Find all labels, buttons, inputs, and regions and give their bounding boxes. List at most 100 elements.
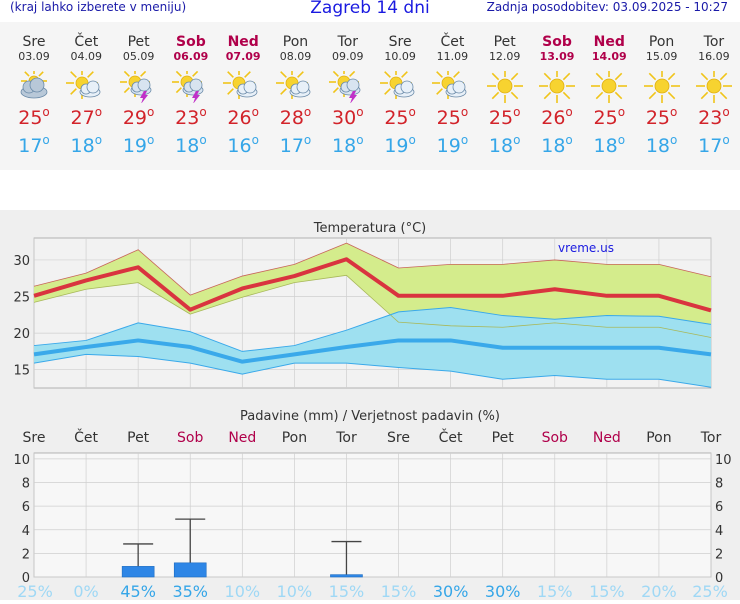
min-temp-line [33, 338, 712, 364]
day-name: Sob [176, 34, 206, 50]
page-title: Zagreb 14 dni [310, 0, 430, 18]
forecast-day: Sre 03.09 25o 17o [8, 22, 60, 157]
y-tick-label-right: 6 [715, 500, 723, 515]
day-date: 14.09 [591, 50, 627, 63]
precip-probability: 30% [485, 582, 521, 600]
day-date: 16.09 [698, 50, 730, 63]
max-temp: 25o [384, 105, 416, 129]
day-date: 10.09 [384, 50, 416, 63]
day-name: Pet [127, 34, 150, 50]
x-tick-label: Sre [23, 430, 46, 446]
forecast-day: Tor 09.09 30o 18o [322, 22, 374, 157]
precip-probability: 15% [537, 582, 573, 600]
day-name: Čet [440, 34, 465, 50]
precip-probability: 10% [225, 582, 261, 600]
day-name: Ned [593, 34, 625, 50]
x-tick-label: Ned [228, 430, 256, 446]
max-temp: 25o [436, 105, 469, 129]
max-band-edge [33, 274, 712, 338]
precip-probability: 10% [277, 582, 313, 600]
min-temp: 17o [698, 133, 730, 157]
forecast-day: Čet 11.09 25o 19o [426, 22, 478, 157]
x-tick-label: Ned [593, 430, 621, 446]
max-temp: 27o [70, 105, 103, 129]
precip-probability: 0% [73, 582, 98, 600]
max-temp: 25o [488, 105, 521, 129]
day-date: 03.09 [18, 50, 50, 63]
day-date: 13.09 [539, 50, 575, 63]
day-name: Sre [388, 34, 412, 50]
min-temp: 18o [645, 133, 678, 157]
forecast-day: Pon 15.09 25o 18o [636, 22, 688, 157]
y-tick-label: 4 [22, 524, 30, 539]
day-date: 11.09 [436, 50, 469, 63]
max-temp: 25o [645, 105, 678, 129]
forecast-day: Ned 07.09 26o 16o [217, 22, 269, 157]
day-name: Tor [703, 34, 725, 50]
day-date: 09.09 [332, 50, 364, 63]
precip-chart-title: Padavine (mm) / Verjetnost padavin (%) [240, 409, 500, 424]
forecast-day: Pet 05.09 29o 19o [113, 22, 165, 157]
max-temp: 23o [175, 105, 207, 129]
y-tick-label: 2 [22, 547, 30, 562]
x-tick-label: Čet [439, 428, 463, 446]
day-name: Pon [282, 34, 309, 50]
day-date: 12.09 [488, 50, 521, 63]
min-temp: 18o [488, 133, 521, 157]
cloudy-icon [8, 68, 60, 101]
day-date: 15.09 [645, 50, 678, 63]
forecast-day: Sob 13.09 26o 18o [531, 22, 583, 157]
precip-bar [173, 562, 207, 578]
max-band-edge [33, 242, 712, 296]
min-temp: 19o [384, 133, 416, 157]
day-name: Tor [337, 34, 359, 50]
precip-probability: 15% [589, 582, 625, 600]
min-temp: 19o [122, 133, 155, 157]
max-temp-band [34, 243, 711, 338]
day-date: 04.09 [70, 50, 103, 63]
x-tick-label: Pet [492, 430, 515, 446]
y-tick-label-right: 4 [715, 524, 723, 539]
temp-chart-title: Temperatura (°C) [313, 221, 426, 236]
forecast-day: Pon 08.09 28o 17o [270, 22, 322, 157]
precip-bar [330, 574, 363, 578]
max-temp: 30o [332, 105, 364, 129]
y-tick-label: 30 [13, 254, 30, 269]
precip-probability: 30% [433, 582, 469, 600]
y-tick-label: 20 [13, 327, 30, 342]
last-update: Zadnja posodobitev: 03.09.2025 - 10:27 [486, 0, 728, 14]
min-temp: 17o [18, 133, 50, 157]
menu-hint[interactable]: (kraj lahko izberete v meniju) [10, 0, 187, 14]
sunny-icon [583, 68, 635, 104]
x-tick-label: Tor [700, 430, 722, 446]
thunderstorm-icon [165, 67, 217, 104]
max-temp: 29o [122, 105, 155, 129]
y-tick-label: 6 [22, 500, 30, 515]
y-tick-label-right: 10 [715, 453, 732, 468]
x-tick-label: Tor [335, 430, 357, 446]
min-temp: 18o [593, 133, 626, 157]
min-temp-band [34, 307, 711, 388]
day-name: Ned [227, 34, 259, 50]
x-tick-label: Sob [542, 430, 568, 446]
min-temp: 18o [541, 133, 573, 157]
max-temp-line [33, 257, 712, 313]
max-temp: 26o [227, 105, 259, 129]
max-temp: 25o [593, 105, 626, 129]
max-temp: 25o [18, 105, 50, 129]
y-tick-label-right: 8 [715, 477, 723, 492]
y-tick-label: 15 [13, 364, 30, 379]
max-temp: 23o [698, 105, 730, 129]
x-tick-label: Čet [74, 428, 98, 446]
partly-cloudy-icon [374, 67, 426, 101]
y-tick-label: 25 [13, 291, 30, 306]
precip-probability: 15% [329, 582, 365, 600]
min-temp: 18o [175, 133, 207, 157]
min-temp: 18o [332, 133, 364, 157]
day-date: 05.09 [122, 50, 155, 63]
day-name: Pon [648, 34, 675, 50]
sunny-icon [636, 68, 688, 104]
x-tick-label: Sob [177, 430, 203, 446]
day-name: Čet [74, 34, 99, 50]
forecast-strip: Sre 03.09 25o 17o Čet 04.09 27o 18o Pet 05.09 29o 1… [0, 22, 740, 170]
